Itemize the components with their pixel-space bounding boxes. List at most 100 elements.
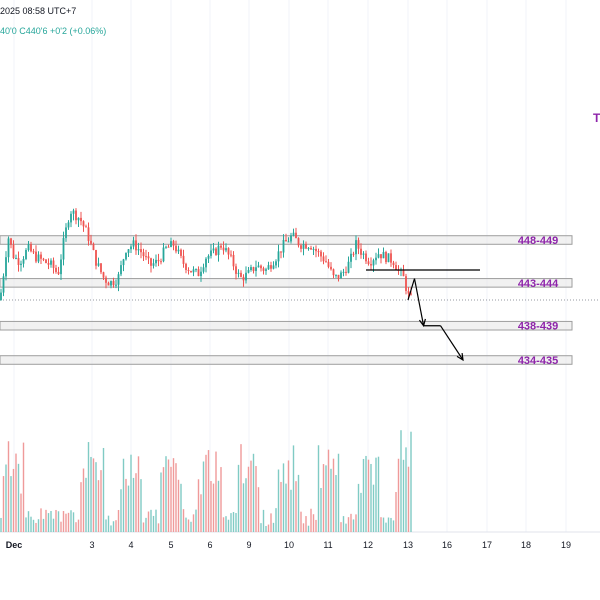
candle-body xyxy=(92,243,95,250)
candle-body xyxy=(62,238,65,260)
volume-bar xyxy=(225,516,227,532)
volume-bar xyxy=(127,485,130,532)
projection-arrowhead xyxy=(418,318,426,328)
volume-bar xyxy=(117,509,120,532)
x-tick-label: 9 xyxy=(246,540,252,550)
volume-bar xyxy=(372,484,375,532)
candle-body xyxy=(145,256,147,258)
candle-body xyxy=(132,240,135,247)
candle-body xyxy=(90,240,92,244)
candle-body xyxy=(227,248,230,255)
candle-body xyxy=(375,257,377,261)
candle-body xyxy=(257,265,260,268)
candle-body xyxy=(382,252,385,259)
volume-bar xyxy=(152,515,155,532)
volume-bar xyxy=(72,512,75,532)
candle-body xyxy=(320,251,322,257)
volume-bar xyxy=(212,483,215,532)
candle-body xyxy=(335,274,337,276)
volume-bar xyxy=(367,459,370,532)
x-tick-label: 19 xyxy=(560,540,572,550)
candle-body xyxy=(55,267,57,272)
candle-body xyxy=(305,243,307,249)
volume-bar xyxy=(107,515,110,532)
candle-body xyxy=(405,276,407,291)
volume-bar xyxy=(215,451,217,532)
candle-body xyxy=(172,241,175,246)
candle-body xyxy=(270,265,272,269)
candle-body xyxy=(210,250,212,256)
candle-body xyxy=(237,272,240,274)
volume-bar xyxy=(202,461,205,532)
volume-bar xyxy=(347,517,350,532)
volume-bar xyxy=(177,479,180,532)
volume-bar xyxy=(167,459,170,532)
volume-bar xyxy=(220,467,222,532)
volume-bar xyxy=(47,513,50,532)
volume-bar xyxy=(197,479,200,532)
candle-body xyxy=(300,245,302,249)
candle-body xyxy=(160,261,162,263)
x-tick-label: 13 xyxy=(402,540,414,550)
volume-bar xyxy=(160,472,162,532)
candle-body xyxy=(12,244,15,259)
candle-body xyxy=(155,259,157,264)
volume-bar xyxy=(355,514,357,532)
volume-bar xyxy=(382,517,385,532)
volume-bar xyxy=(110,525,112,532)
volume-bar xyxy=(305,516,307,532)
candle-body xyxy=(7,238,10,258)
candle-body xyxy=(87,227,90,241)
volume-bar xyxy=(365,455,367,532)
candle-body xyxy=(275,261,277,266)
candle-body xyxy=(130,246,132,250)
candle-body xyxy=(182,255,185,264)
volume-bar xyxy=(332,458,335,532)
volume-bar xyxy=(70,510,72,532)
candle-body xyxy=(107,282,110,286)
candle-body xyxy=(252,267,255,272)
candle-body xyxy=(402,269,405,277)
volume-bar xyxy=(322,464,325,532)
volume-bar xyxy=(390,517,392,532)
volume-bar xyxy=(350,513,352,532)
volume-bar xyxy=(290,489,292,532)
volume-bar xyxy=(205,454,207,532)
volume-bar xyxy=(315,519,317,532)
projection-segment xyxy=(439,325,464,361)
candle-body xyxy=(100,263,102,273)
volume-bar xyxy=(190,521,192,532)
candle-body xyxy=(215,248,217,255)
volume-bar xyxy=(175,463,177,532)
volume-bar xyxy=(122,458,125,532)
candle-body xyxy=(310,247,312,250)
volume-bar xyxy=(165,456,167,532)
x-tick-label: 3 xyxy=(89,540,95,550)
candle-body xyxy=(30,244,32,252)
volume-bar xyxy=(62,511,65,532)
volume-bar xyxy=(282,463,285,532)
volume-bar xyxy=(327,449,330,532)
candle-body xyxy=(200,271,202,277)
volume-bar xyxy=(242,483,245,532)
volume-bar xyxy=(252,453,255,532)
volume-bar xyxy=(12,468,15,532)
candle-body xyxy=(287,241,290,243)
volume-bar xyxy=(82,468,85,532)
candle-body xyxy=(360,248,362,255)
volume-bar xyxy=(232,512,235,532)
candle-body xyxy=(57,271,60,275)
candle-body xyxy=(410,293,412,295)
candle-body xyxy=(162,247,165,262)
candle-body xyxy=(52,260,55,268)
candle-body xyxy=(277,251,280,262)
candle-body xyxy=(357,240,360,249)
candle-body xyxy=(165,246,167,248)
volume-bar xyxy=(200,494,202,532)
volume-bar xyxy=(342,516,345,532)
candle-body xyxy=(220,245,222,248)
candle-body xyxy=(135,240,137,251)
header-timestamp: 2025 08:58 UTC+7 xyxy=(0,6,77,16)
volume-bar xyxy=(52,518,55,532)
